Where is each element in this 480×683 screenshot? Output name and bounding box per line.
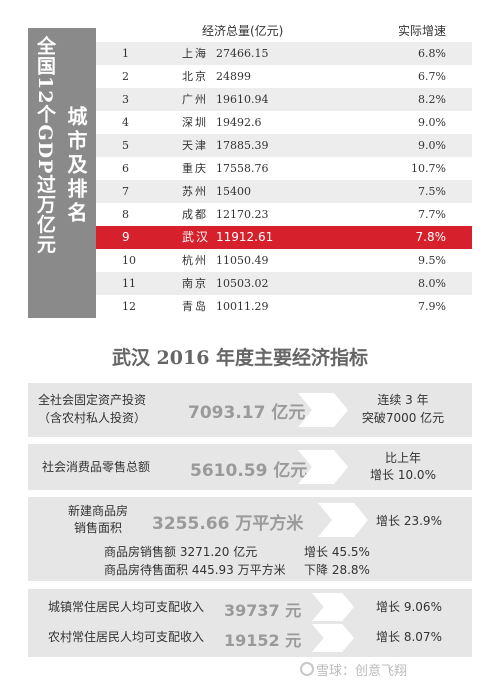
housing-note: 增长 23.9% bbox=[376, 514, 442, 528]
city-cell: 武汉 bbox=[182, 230, 211, 244]
rank-cell: 7 bbox=[122, 185, 129, 198]
gdp-cell: 17558.76 bbox=[216, 162, 269, 175]
arrow-icon bbox=[312, 624, 354, 652]
housing-label-2: 销售面积 bbox=[73, 521, 122, 535]
income-panel: 城镇常住居民人均可支配收入 39737 元 增长 9.06% 农村常住居民人均可… bbox=[28, 589, 472, 657]
ranking-table: 1 上海 27466.15 6.8% 2 北京 24899 6.7% 3 广州 19610.94 8.… bbox=[96, 42, 472, 318]
gdp-cell: 19610.94 bbox=[216, 93, 269, 106]
ranking-row: 3 广州 19610.94 8.2% bbox=[96, 88, 472, 111]
ranking-row: 1 上海 27466.15 6.8% bbox=[96, 42, 472, 65]
city-cell: 成都 bbox=[182, 208, 208, 221]
ranking-row: 12 青岛 10011.29 7.9% bbox=[96, 295, 472, 318]
retail-value: 5610.59 亿元 bbox=[190, 461, 308, 481]
gdp-cell: 24899 bbox=[216, 70, 251, 83]
city-cell: 天津 bbox=[182, 139, 208, 152]
rank-cell: 1 bbox=[122, 47, 129, 60]
housing-unsold-area: 商品房待售面积 445.93 万平方米 bbox=[104, 563, 286, 577]
ranking-row: 7 苏州 15400 7.5% bbox=[96, 180, 472, 203]
ranking-row-highlighted: 9 武汉 11912.61 7.8% bbox=[96, 226, 472, 249]
urban-income-value: 39737 元 bbox=[224, 601, 302, 620]
fixed-investment-panel: 全社会固定资产投资 （含农村私人投资） 7093.17 亿元 连续 3 年 突破… bbox=[28, 383, 472, 437]
city-cell: 广州 bbox=[182, 93, 208, 106]
city-cell: 北京 bbox=[182, 70, 208, 83]
city-cell: 杭州 bbox=[182, 254, 208, 267]
housing-label-1: 新建商品房 bbox=[67, 504, 128, 518]
rural-income-label: 农村常住居民人均可支配收入 bbox=[48, 630, 205, 644]
gdp-cell: 11050.49 bbox=[216, 254, 269, 267]
rank-cell: 5 bbox=[122, 139, 129, 152]
growth-cell: 9.0% bbox=[418, 116, 446, 129]
city-cell: 苏州 bbox=[182, 185, 208, 198]
retail-label: 社会消费品零售总额 bbox=[42, 460, 151, 474]
growth-cell: 7.5% bbox=[418, 185, 446, 198]
rank-cell: 4 bbox=[122, 116, 129, 129]
housing-sales-amount: 商品房销售额 3271.20 亿元 bbox=[104, 545, 258, 559]
growth-cell: 6.7% bbox=[418, 70, 446, 83]
fixed-investment-label-1: 全社会固定资产投资 bbox=[38, 393, 147, 407]
fixed-investment-note-2: 突破7000 亿元 bbox=[361, 411, 445, 425]
housing-unsold-change: 下降 28.8% bbox=[304, 563, 370, 577]
growth-cell: 6.8% bbox=[418, 47, 446, 60]
city-cell: 深圳 bbox=[182, 116, 208, 129]
snowball-logo-icon bbox=[300, 662, 314, 676]
arrow-icon bbox=[312, 593, 354, 621]
rural-income-value: 19152 元 bbox=[224, 631, 302, 650]
growth-cell: 9.5% bbox=[418, 254, 446, 267]
growth-cell: 9.0% bbox=[418, 139, 446, 152]
ranking-row: 2 北京 24899 6.7% bbox=[96, 65, 472, 88]
housing-value: 3255.66 万平方米 bbox=[152, 514, 304, 534]
city-cell: 南京 bbox=[182, 277, 208, 290]
ranking-row: 10 杭州 11050.49 9.5% bbox=[96, 249, 472, 272]
rank-cell: 3 bbox=[122, 93, 129, 106]
header-growth: 实际增速 bbox=[398, 24, 447, 38]
housing-panel: 新建商品房 销售面积 3255.66 万平方米 增长 23.9% 商品房销售额 … bbox=[28, 497, 472, 581]
ranking-row: 5 天津 17885.39 9.0% bbox=[96, 134, 472, 157]
ranking-row: 8 成都 12170.23 7.7% bbox=[96, 203, 472, 226]
retail-note-2: 增长 10.0% bbox=[370, 468, 436, 482]
fixed-investment-label-2: （含农村私人投资） bbox=[38, 411, 147, 425]
fixed-investment-value: 7093.17 亿元 bbox=[188, 403, 306, 423]
rank-cell: 9 bbox=[122, 230, 130, 244]
growth-cell: 7.8% bbox=[415, 230, 447, 244]
growth-cell: 8.0% bbox=[418, 277, 446, 290]
gdp-cell: 15400 bbox=[216, 185, 251, 198]
growth-cell: 10.7% bbox=[411, 162, 446, 175]
growth-cell: 7.7% bbox=[418, 208, 446, 221]
urban-income-label: 城镇常住居民人均可支配收入 bbox=[48, 600, 205, 614]
gdp-cell: 19492.6 bbox=[216, 116, 262, 129]
ranking-row: 6 重庆 17558.76 10.7% bbox=[96, 157, 472, 180]
ranking-side-panel: 全国12个GDP过万亿元 城市及排名 bbox=[28, 28, 96, 318]
rank-cell: 2 bbox=[122, 70, 129, 83]
watermark: 雪球：创意飞翔 bbox=[316, 664, 408, 679]
rank-cell: 6 bbox=[122, 162, 129, 175]
city-cell: 青岛 bbox=[182, 300, 208, 313]
ranking-side-title: 全国12个GDP过万亿元 bbox=[34, 36, 56, 255]
fixed-investment-note-1: 连续 3 年 bbox=[377, 393, 429, 407]
ranking-side-subtitle: 城市及排名 bbox=[64, 106, 88, 226]
gdp-cell: 11912.61 bbox=[216, 230, 274, 244]
housing-sales-change: 增长 45.5% bbox=[304, 545, 370, 559]
header-gdp: 经济总量(亿元) bbox=[202, 24, 284, 38]
rank-cell: 11 bbox=[122, 277, 136, 290]
gdp-cell: 12170.23 bbox=[216, 208, 269, 221]
city-cell: 重庆 bbox=[182, 162, 208, 175]
gdp-cell: 27466.15 bbox=[216, 47, 269, 60]
gdp-cell: 10503.02 bbox=[216, 277, 269, 290]
rank-cell: 10 bbox=[122, 254, 136, 267]
ranking-row: 11 南京 10503.02 8.0% bbox=[96, 272, 472, 295]
gdp-cell: 17885.39 bbox=[216, 139, 269, 152]
growth-cell: 8.2% bbox=[418, 93, 446, 106]
rank-cell: 8 bbox=[122, 208, 129, 221]
urban-income-note: 增长 9.06% bbox=[376, 600, 442, 614]
growth-cell: 7.9% bbox=[418, 300, 446, 313]
retail-note-1: 比上年 bbox=[384, 451, 421, 465]
ranking-row: 4 深圳 19492.6 9.0% bbox=[96, 111, 472, 134]
rank-cell: 12 bbox=[122, 300, 136, 313]
indicators-title: 武汉 2016 年度主要经济指标 bbox=[111, 347, 369, 369]
city-cell: 上海 bbox=[182, 47, 208, 60]
retail-panel: 社会消费品零售总额 5610.59 亿元 比上年 增长 10.0% bbox=[28, 444, 472, 490]
rural-income-note: 增长 8.07% bbox=[376, 630, 442, 644]
gdp-cell: 10011.29 bbox=[216, 300, 269, 313]
